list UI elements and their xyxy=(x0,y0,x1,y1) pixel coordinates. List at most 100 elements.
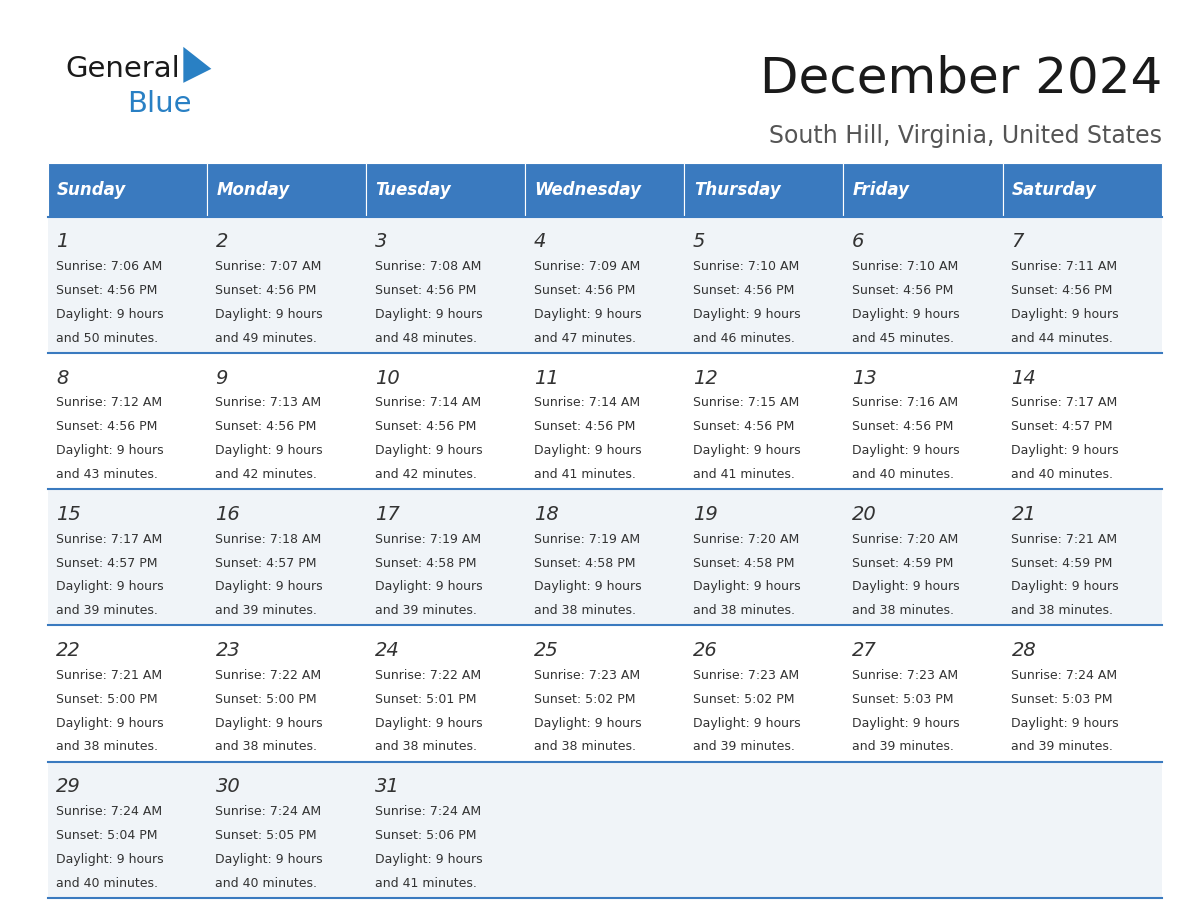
Text: Sunrise: 7:06 AM: Sunrise: 7:06 AM xyxy=(56,260,163,274)
Text: Daylight: 9 hours: Daylight: 9 hours xyxy=(1011,308,1119,321)
Text: and 43 minutes.: and 43 minutes. xyxy=(56,468,158,481)
Bar xyxy=(843,163,1003,217)
Bar xyxy=(207,163,366,217)
Text: Daylight: 9 hours: Daylight: 9 hours xyxy=(215,444,323,457)
Text: and 47 minutes.: and 47 minutes. xyxy=(533,331,636,345)
Bar xyxy=(525,163,684,217)
Text: Sunset: 4:56 PM: Sunset: 4:56 PM xyxy=(215,284,317,297)
Text: Daylight: 9 hours: Daylight: 9 hours xyxy=(374,444,482,457)
Text: and 41 minutes.: and 41 minutes. xyxy=(533,468,636,481)
Text: 12: 12 xyxy=(693,368,718,387)
Text: Sunrise: 7:13 AM: Sunrise: 7:13 AM xyxy=(215,397,322,409)
Text: Sunrise: 7:08 AM: Sunrise: 7:08 AM xyxy=(374,260,481,274)
Text: and 38 minutes.: and 38 minutes. xyxy=(533,741,636,754)
Text: 11: 11 xyxy=(533,368,558,387)
Bar xyxy=(48,489,1162,625)
Text: and 38 minutes.: and 38 minutes. xyxy=(693,604,795,617)
Text: and 39 minutes.: and 39 minutes. xyxy=(56,604,158,617)
Text: Sunrise: 7:09 AM: Sunrise: 7:09 AM xyxy=(533,260,640,274)
Text: Sunrise: 7:22 AM: Sunrise: 7:22 AM xyxy=(374,669,481,682)
Text: Sunrise: 7:19 AM: Sunrise: 7:19 AM xyxy=(533,532,640,545)
Text: Daylight: 9 hours: Daylight: 9 hours xyxy=(374,308,482,321)
Text: Sunset: 4:56 PM: Sunset: 4:56 PM xyxy=(1011,284,1113,297)
Text: 26: 26 xyxy=(693,641,718,660)
Text: and 44 minutes.: and 44 minutes. xyxy=(1011,331,1113,345)
Text: and 38 minutes.: and 38 minutes. xyxy=(374,741,476,754)
Text: Daylight: 9 hours: Daylight: 9 hours xyxy=(215,308,323,321)
Polygon shape xyxy=(183,47,211,83)
Text: 2: 2 xyxy=(215,232,228,252)
Text: Sunrise: 7:11 AM: Sunrise: 7:11 AM xyxy=(1011,260,1118,274)
Text: Tuesday: Tuesday xyxy=(375,181,451,199)
Text: 31: 31 xyxy=(374,778,399,796)
Text: Daylight: 9 hours: Daylight: 9 hours xyxy=(533,717,642,730)
Text: Sunrise: 7:17 AM: Sunrise: 7:17 AM xyxy=(56,532,163,545)
Text: Sunset: 4:58 PM: Sunset: 4:58 PM xyxy=(533,556,636,569)
Text: 18: 18 xyxy=(533,505,558,524)
Text: Sunset: 5:00 PM: Sunset: 5:00 PM xyxy=(56,693,158,706)
Text: Daylight: 9 hours: Daylight: 9 hours xyxy=(56,444,164,457)
Text: South Hill, Virginia, United States: South Hill, Virginia, United States xyxy=(769,124,1162,148)
Text: 3: 3 xyxy=(374,232,387,252)
Text: 29: 29 xyxy=(56,778,81,796)
Bar xyxy=(684,163,843,217)
Text: Sunset: 5:04 PM: Sunset: 5:04 PM xyxy=(56,829,158,842)
Text: Sunset: 4:57 PM: Sunset: 4:57 PM xyxy=(215,556,317,569)
Bar xyxy=(48,625,1162,762)
Text: and 40 minutes.: and 40 minutes. xyxy=(56,877,158,890)
Bar xyxy=(48,163,207,217)
Text: Daylight: 9 hours: Daylight: 9 hours xyxy=(852,444,960,457)
Text: Sunset: 5:00 PM: Sunset: 5:00 PM xyxy=(215,693,317,706)
Text: 8: 8 xyxy=(56,368,69,387)
Text: December 2024: December 2024 xyxy=(759,54,1162,102)
Text: Daylight: 9 hours: Daylight: 9 hours xyxy=(693,580,801,593)
Text: Daylight: 9 hours: Daylight: 9 hours xyxy=(852,580,960,593)
Text: Sunset: 5:05 PM: Sunset: 5:05 PM xyxy=(215,829,317,842)
Text: Sunset: 4:58 PM: Sunset: 4:58 PM xyxy=(693,556,795,569)
Text: Sunrise: 7:16 AM: Sunrise: 7:16 AM xyxy=(852,397,959,409)
Text: Daylight: 9 hours: Daylight: 9 hours xyxy=(693,444,801,457)
Text: Sunset: 5:01 PM: Sunset: 5:01 PM xyxy=(374,693,476,706)
Text: Sunrise: 7:24 AM: Sunrise: 7:24 AM xyxy=(374,805,481,818)
Text: Daylight: 9 hours: Daylight: 9 hours xyxy=(374,580,482,593)
Text: and 49 minutes.: and 49 minutes. xyxy=(215,331,317,345)
Text: 28: 28 xyxy=(1011,641,1036,660)
Text: Wednesday: Wednesday xyxy=(535,181,642,199)
Text: Daylight: 9 hours: Daylight: 9 hours xyxy=(215,853,323,866)
Text: and 39 minutes.: and 39 minutes. xyxy=(374,604,476,617)
Text: Sunrise: 7:17 AM: Sunrise: 7:17 AM xyxy=(1011,397,1118,409)
Text: Sunrise: 7:14 AM: Sunrise: 7:14 AM xyxy=(533,397,640,409)
Text: Daylight: 9 hours: Daylight: 9 hours xyxy=(533,308,642,321)
Text: Friday: Friday xyxy=(853,181,910,199)
Text: and 40 minutes.: and 40 minutes. xyxy=(852,468,954,481)
Text: and 40 minutes.: and 40 minutes. xyxy=(1011,468,1113,481)
Text: Sunrise: 7:21 AM: Sunrise: 7:21 AM xyxy=(1011,532,1118,545)
Text: Sunrise: 7:23 AM: Sunrise: 7:23 AM xyxy=(533,669,640,682)
Text: 20: 20 xyxy=(852,505,877,524)
Text: Sunset: 4:58 PM: Sunset: 4:58 PM xyxy=(374,556,476,569)
Text: Sunset: 5:02 PM: Sunset: 5:02 PM xyxy=(693,693,795,706)
Text: Sunset: 5:03 PM: Sunset: 5:03 PM xyxy=(1011,693,1113,706)
Text: Blue: Blue xyxy=(127,90,191,118)
Text: and 41 minutes.: and 41 minutes. xyxy=(374,877,476,890)
Text: and 42 minutes.: and 42 minutes. xyxy=(374,468,476,481)
Text: 7: 7 xyxy=(1011,232,1024,252)
Text: Sunrise: 7:24 AM: Sunrise: 7:24 AM xyxy=(215,805,322,818)
Text: Sunset: 4:56 PM: Sunset: 4:56 PM xyxy=(852,284,954,297)
Text: 10: 10 xyxy=(374,368,399,387)
Text: Daylight: 9 hours: Daylight: 9 hours xyxy=(1011,580,1119,593)
Text: 1: 1 xyxy=(56,232,69,252)
Text: Sunset: 4:56 PM: Sunset: 4:56 PM xyxy=(56,420,158,433)
Text: Sunset: 4:56 PM: Sunset: 4:56 PM xyxy=(56,284,158,297)
Bar xyxy=(1003,163,1162,217)
Text: 5: 5 xyxy=(693,232,706,252)
Text: Sunrise: 7:24 AM: Sunrise: 7:24 AM xyxy=(56,805,163,818)
Bar xyxy=(48,353,1162,489)
Text: Sunset: 4:56 PM: Sunset: 4:56 PM xyxy=(215,420,317,433)
Text: Sunset: 4:56 PM: Sunset: 4:56 PM xyxy=(374,420,476,433)
Text: Sunrise: 7:19 AM: Sunrise: 7:19 AM xyxy=(374,532,481,545)
Text: Sunset: 4:56 PM: Sunset: 4:56 PM xyxy=(533,284,636,297)
Text: Daylight: 9 hours: Daylight: 9 hours xyxy=(1011,717,1119,730)
Text: 4: 4 xyxy=(533,232,546,252)
Text: Sunset: 4:57 PM: Sunset: 4:57 PM xyxy=(1011,420,1113,433)
